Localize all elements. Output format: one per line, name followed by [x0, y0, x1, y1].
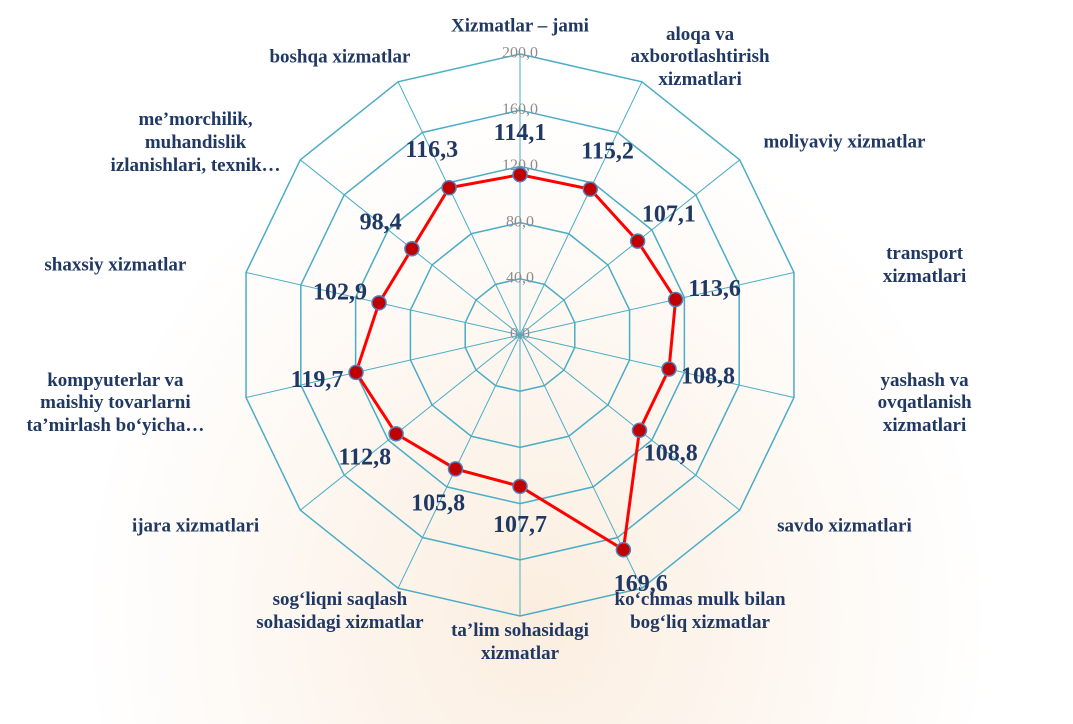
category-label: yashash va ovqatlanish xizmatlari — [877, 369, 972, 436]
grid-line — [300, 109, 740, 561]
category-label: Xizmatlar – jami — [451, 15, 589, 37]
category-label: savdo xizmatlari — [777, 515, 912, 537]
grid-line — [409, 221, 631, 449]
tick-label: 200,0 — [502, 45, 538, 62]
category-label: transport xizmatlari — [882, 243, 967, 288]
marker — [447, 461, 464, 477]
category-label: ta’lim sohasidagi xizmatlar — [451, 620, 589, 664]
data-label: 115,2 — [581, 139, 634, 165]
spoke — [519, 334, 741, 511]
marker — [512, 166, 528, 183]
marker — [512, 478, 528, 495]
marker — [667, 291, 684, 308]
data-label: 98,4 — [360, 209, 402, 235]
tick-label: 120,0 — [502, 157, 538, 174]
data-label: 169,6 — [614, 571, 668, 597]
marker — [441, 180, 457, 196]
category-label: ijara xizmatlari — [131, 515, 260, 537]
category-label: sog‘liqni saqlash sohasidagi xizmatlar — [256, 589, 424, 634]
spoke — [397, 81, 521, 336]
category-label: ko‘chmas mulk bilan bog‘liq xizmatlar — [614, 589, 786, 634]
category-label: moliyaviy xizmatlar — [763, 131, 926, 153]
grid-line — [354, 165, 686, 505]
data-label: 119,7 — [291, 367, 344, 393]
spoke — [299, 334, 521, 511]
tick-label: 0,0 — [510, 326, 530, 343]
grid-line — [464, 278, 576, 392]
category-label: me’morchilik, muhandislik izlanishlari, … — [110, 108, 281, 176]
data-label: 116,3 — [405, 137, 458, 163]
marker — [388, 426, 404, 442]
marker — [582, 181, 598, 197]
data-label: 107,7 — [493, 512, 547, 538]
spoke — [519, 159, 741, 336]
series-line — [354, 173, 678, 553]
tick-label: 40,0 — [506, 269, 534, 286]
data-label: 105,8 — [411, 490, 465, 516]
marker — [371, 295, 387, 311]
category-label: kompyuterlar va maishiy tovarlarni ta’mi… — [26, 369, 205, 436]
spoke — [397, 334, 521, 589]
spoke — [245, 334, 521, 399]
spoke — [519, 334, 795, 399]
data-label: 108,8 — [681, 363, 735, 389]
category-label: boshqa xizmatlar — [269, 46, 411, 68]
category-label: aloqa va axborotlashtirish xizmatlari — [630, 23, 770, 90]
data-label: 112,8 — [338, 444, 391, 470]
marker — [629, 233, 646, 249]
grid-line — [245, 53, 795, 617]
category-label: shaxsiy xizmatlar — [44, 255, 187, 277]
data-label: 113,6 — [688, 276, 741, 302]
data-label: 107,1 — [642, 202, 696, 228]
data-label: 108,8 — [644, 441, 698, 467]
data-label: 114,1 — [494, 120, 547, 146]
marker — [661, 361, 677, 377]
tick-label: 160,0 — [502, 101, 538, 118]
marker — [615, 541, 632, 558]
data-label: 102,9 — [313, 279, 367, 305]
spoke — [519, 271, 795, 336]
marker — [348, 364, 364, 381]
marker — [404, 241, 420, 257]
spoke — [519, 81, 643, 336]
marker — [631, 422, 648, 439]
tick-label: 80,0 — [506, 213, 534, 230]
